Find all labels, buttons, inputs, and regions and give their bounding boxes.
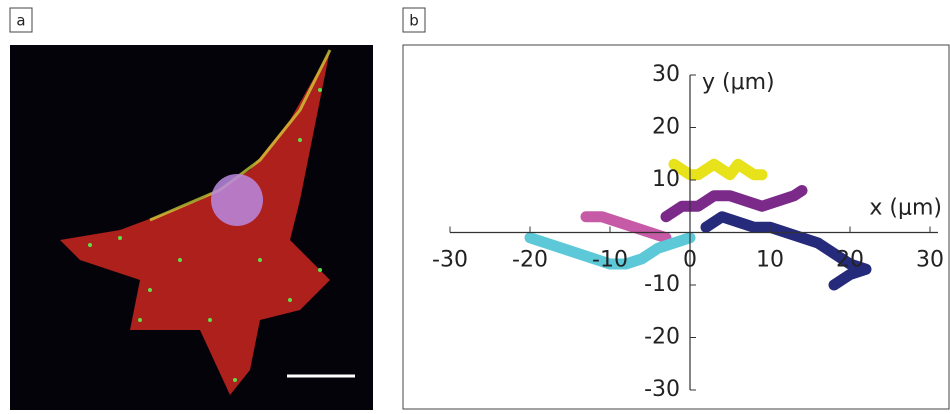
panel-label: b — [409, 12, 419, 30]
plot-frame — [403, 45, 949, 409]
figure: a b -30-20-100102030-30-20-10102030y (μm… — [0, 0, 950, 410]
x-axis-label: x (μm) — [869, 196, 942, 221]
x-tick-label: -10 — [592, 248, 628, 273]
y-tick-label: 10 — [652, 167, 680, 192]
x-tick-label: -20 — [512, 248, 548, 273]
x-tick-label: 0 — [683, 248, 697, 273]
panel-label: a — [16, 12, 25, 30]
x-tick-label: 10 — [756, 248, 784, 273]
y-tick-label: 20 — [652, 115, 680, 140]
y-axis-label: y (μm) — [702, 70, 775, 95]
nucleus — [211, 174, 263, 226]
x-tick-label: -30 — [432, 248, 468, 273]
x-tick-label: 30 — [916, 248, 944, 273]
micrograph — [10, 45, 373, 410]
y-tick-label: 30 — [652, 62, 680, 87]
x-tick-label: 20 — [836, 248, 864, 273]
y-tick-label: -20 — [644, 325, 680, 350]
y-tick-label: -10 — [644, 272, 680, 297]
y-tick-label: -30 — [644, 377, 680, 402]
